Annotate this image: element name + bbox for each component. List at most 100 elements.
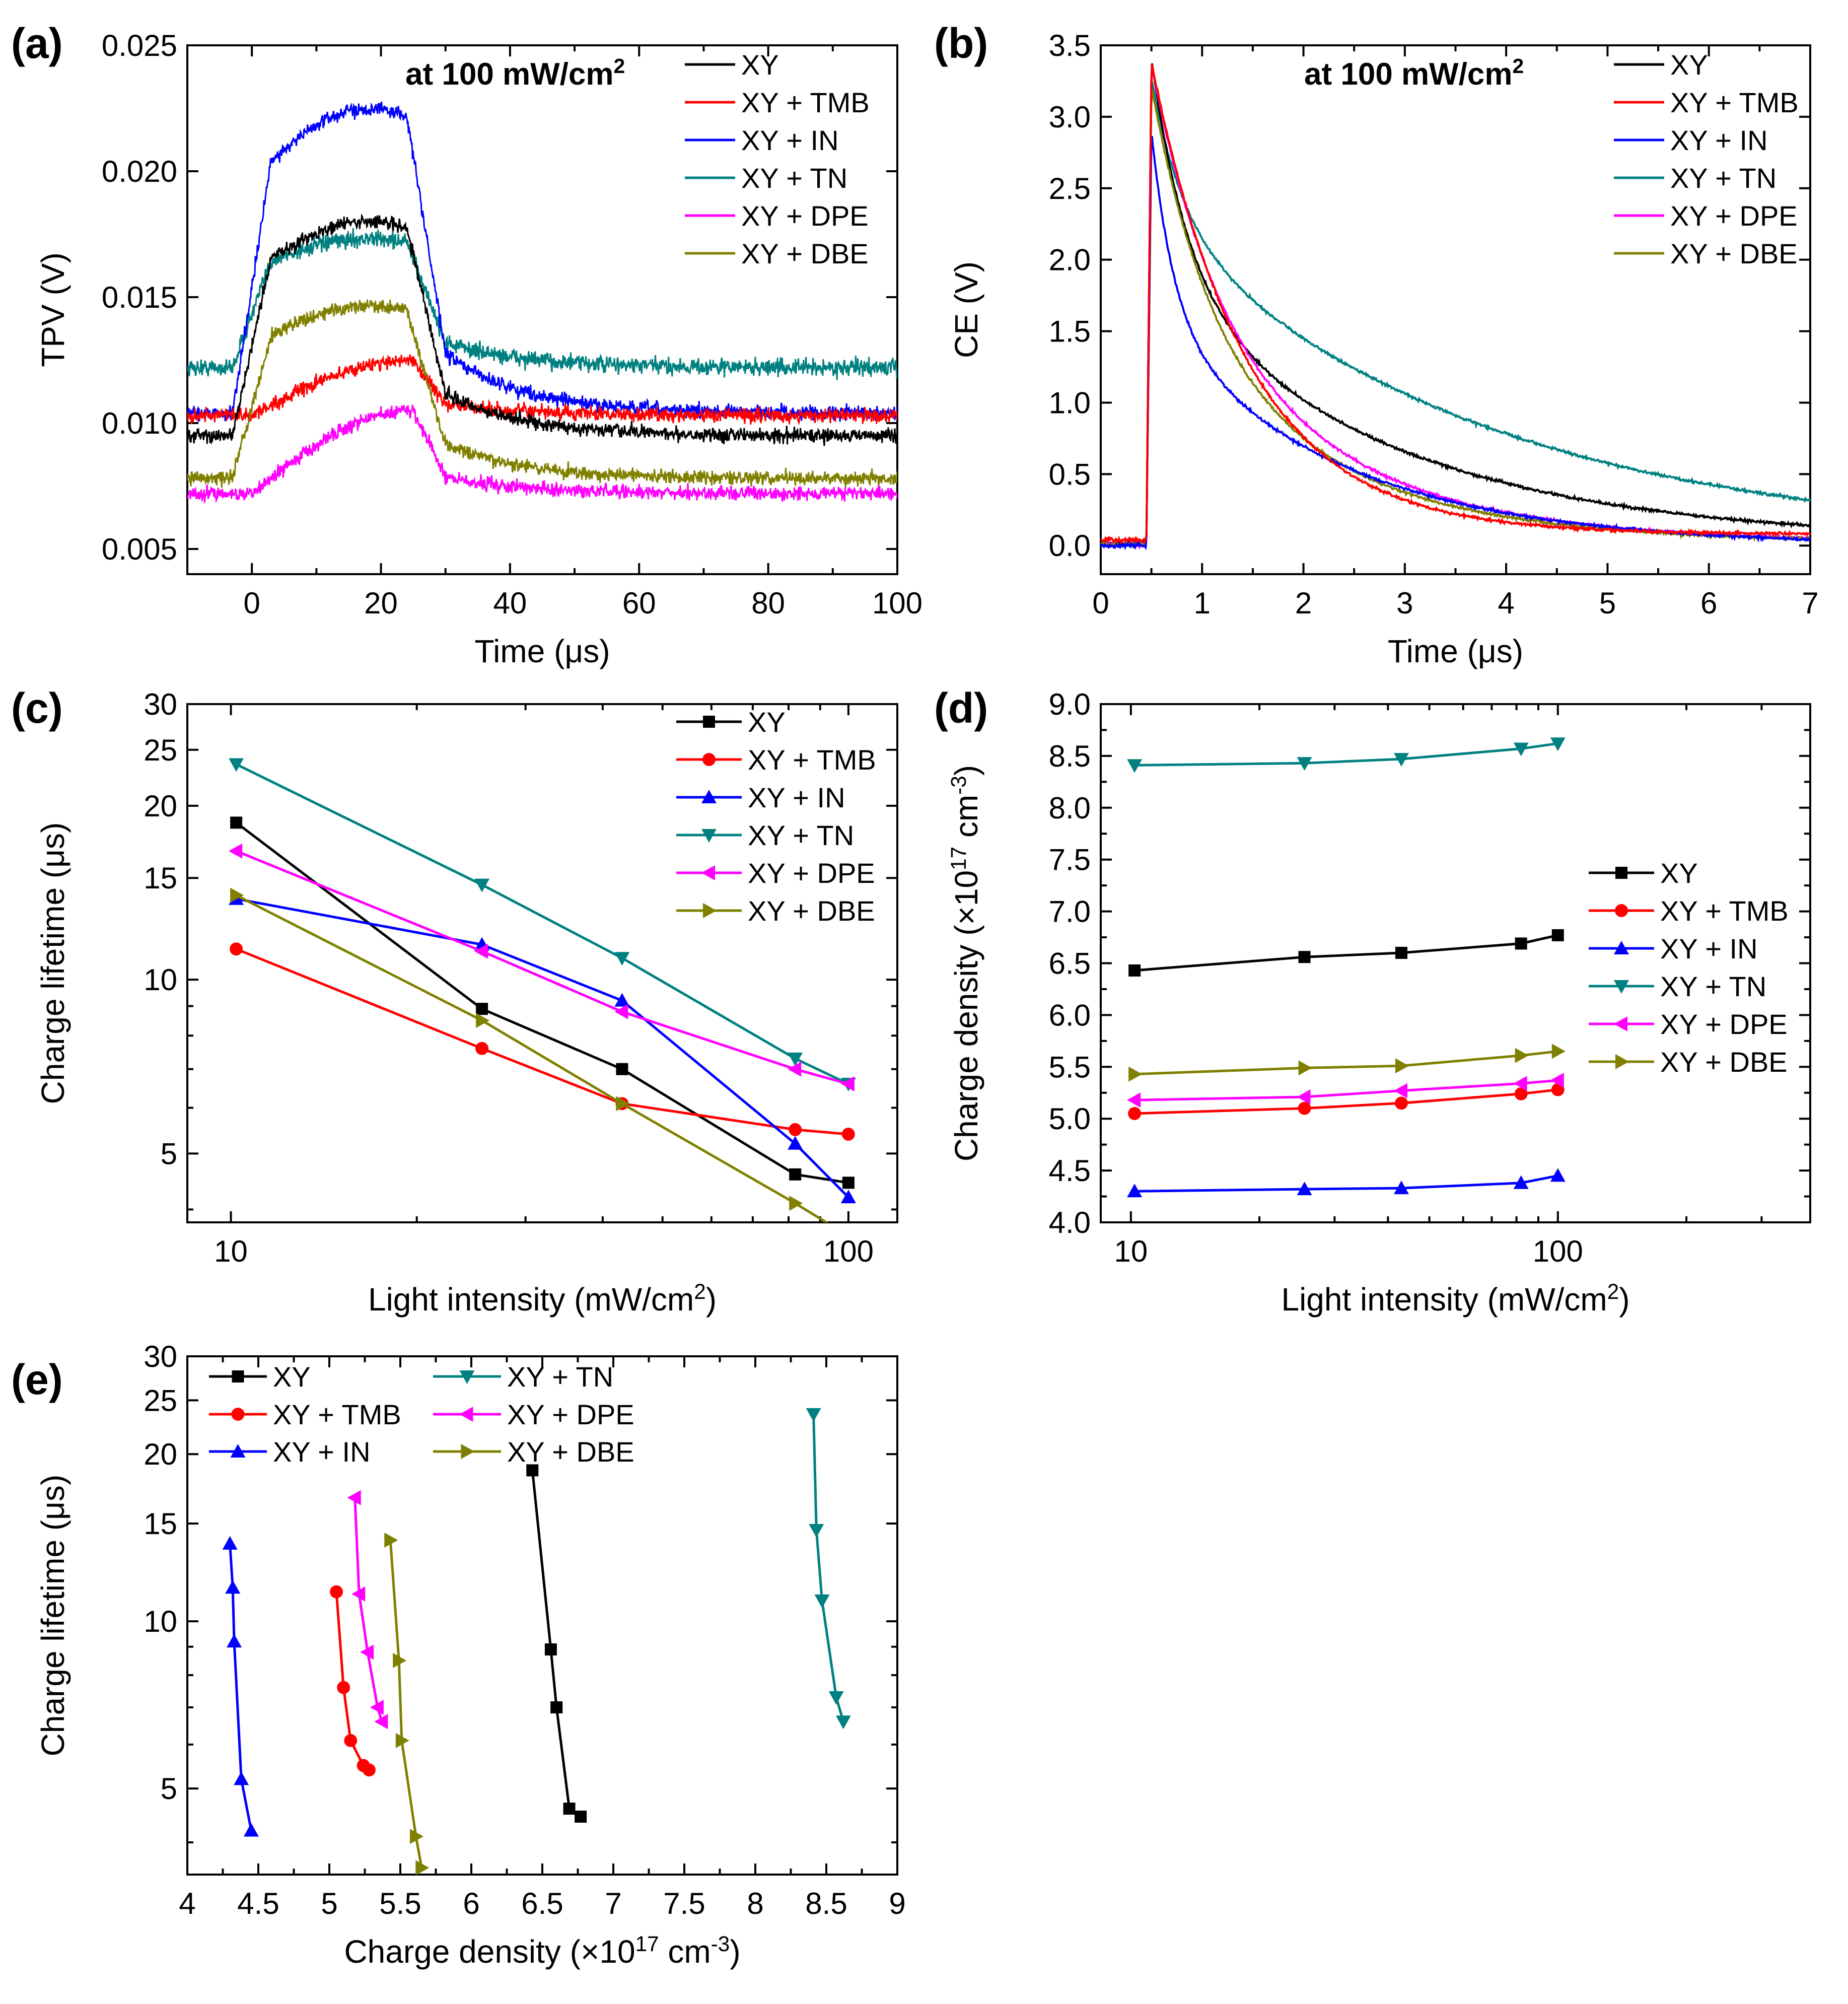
y-tick-label: 7.5 xyxy=(1049,843,1091,877)
y-axis-title: CE (V) xyxy=(948,261,984,358)
point-xy-dpe-3 xyxy=(1513,1076,1527,1091)
point-xy-dbe-3 xyxy=(789,1196,803,1211)
y-tick-label: 25 xyxy=(144,1384,177,1417)
panel-b: (b) 0 1 2 3 4 5 6 7 0.0 0.5 1.0 1.5 2.0 2.5 3.0 3.5 Time … xyxy=(934,20,1819,669)
plot-frame xyxy=(186,44,898,575)
series-xy-dpe xyxy=(1127,1073,1564,1108)
x-axis-title: Light intensity (mW/cm2) xyxy=(1281,1280,1629,1318)
legend: XY XY + TMB XY + IN XY + TN XY + DPE XY + DBE xyxy=(676,706,876,927)
x-tick-label: 9 xyxy=(889,1887,905,1920)
y-tick-label: 1.5 xyxy=(1049,315,1091,349)
point-xy-2 xyxy=(1395,946,1408,959)
point-xy-0 xyxy=(526,1464,539,1477)
legend-label-xy-tmb: XY + TMB xyxy=(273,1399,401,1430)
x-tick-label: 1 xyxy=(1194,586,1211,620)
series-xy-tmb xyxy=(1128,1083,1565,1120)
point-xy-tn-3 xyxy=(828,1691,844,1705)
series-line-xy-in xyxy=(236,897,849,1198)
x-tick-label: 8 xyxy=(747,1887,763,1920)
series-xy xyxy=(526,1464,587,1823)
series-line-xy-tn xyxy=(1134,742,1558,767)
series-xy-tn xyxy=(806,1408,851,1730)
y-tick-label: 0.005 xyxy=(102,532,177,566)
legend-label-xy: XY xyxy=(273,1361,311,1393)
legend-label-xy-tmb: XY + TMB xyxy=(741,87,870,118)
legend-marker-xy-dpe xyxy=(701,865,715,880)
legend: XY XY + TMB XY + IN XY + TN XY + DPE XY + DBE xyxy=(1589,857,1789,1078)
legend-marker-xy-tmb xyxy=(231,1408,245,1421)
point-xy-in-3 xyxy=(788,1136,803,1150)
legend: XY XY + TMB XY + IN XY + TN XY + DPE XY + DBE xyxy=(209,1361,634,1468)
point-xy-dbe-1 xyxy=(393,1653,407,1669)
legend-label-xy-in: XY + IN xyxy=(1660,933,1758,964)
point-xy-dpe-4 xyxy=(840,1076,855,1092)
panel-d: (d) 10 100 4.0 4.5 5.0 5.5 6.0 6.5 7.0 7.5 8.0 8.5 9.… xyxy=(934,684,1811,1318)
point-xy-dbe-2 xyxy=(616,1096,630,1112)
panel-c: (c) 10 100 5 10 15 20 25 30 Light intensity (mW/c… xyxy=(11,684,898,1318)
series-line-xy-in xyxy=(1134,1174,1558,1193)
y-tick-label: 15 xyxy=(144,1507,177,1541)
point-xy-dbe-2 xyxy=(1395,1058,1409,1074)
x-tick-label: 0 xyxy=(1092,586,1109,620)
series-xy xyxy=(187,213,897,446)
series-line-xy xyxy=(1134,934,1558,972)
point-xy-tn-4 xyxy=(1550,737,1566,751)
point-xy-tn-3 xyxy=(788,1052,803,1066)
point-xy-in-2 xyxy=(614,993,630,1007)
legend-marker-xy-dbe xyxy=(1615,1054,1629,1069)
legend-marker-xy-in xyxy=(1614,941,1629,954)
series-xy-tn xyxy=(1127,737,1566,773)
point-xy-dpe-2 xyxy=(360,1644,374,1660)
x-tick-label: 6 xyxy=(1700,586,1717,620)
legend-marker-xy xyxy=(703,716,715,728)
x-tick-label: 80 xyxy=(751,586,785,620)
point-xy-tn-2 xyxy=(814,1594,830,1608)
point-xy-dbe-1 xyxy=(476,1013,490,1028)
point-xy-dpe-2 xyxy=(614,1004,628,1019)
legend-marker-xy-tn xyxy=(459,1370,475,1384)
point-xy-dpe-1 xyxy=(474,943,488,959)
x-tick-label: 5 xyxy=(321,1887,337,1920)
series-xy-dbe xyxy=(384,1533,430,1875)
legend-marker-xy-dpe xyxy=(1614,1016,1627,1031)
point-xy-tmb-0 xyxy=(1128,1107,1142,1120)
y-tick-label: 15 xyxy=(144,861,177,895)
y-tick-label: 0.020 xyxy=(102,155,177,188)
plot-frame xyxy=(186,703,898,1223)
legend-label-xy-in: XY + IN xyxy=(273,1436,371,1468)
y-tick-label: 2.5 xyxy=(1049,172,1091,205)
series-xy-dpe xyxy=(187,404,897,504)
legend-label-xy-dpe: XY + DPE xyxy=(748,857,875,889)
point-xy-tmb-1 xyxy=(1298,1101,1311,1115)
legend-label-xy-dpe: XY + DPE xyxy=(741,200,869,232)
point-xy-tmb-3 xyxy=(1514,1087,1528,1100)
legend-marker-xy-tn xyxy=(701,829,717,843)
y-tick-label: 30 xyxy=(144,1340,177,1373)
point-xy-dpe-0 xyxy=(229,843,243,859)
x-tick-label: 8.5 xyxy=(805,1887,847,1920)
x-tick-label: 4 xyxy=(179,1887,195,1920)
annotation-intensity: at 100 mW/cm2 xyxy=(1304,54,1524,92)
point-xy-tmb-0 xyxy=(330,1585,343,1599)
series-xy-tn xyxy=(1100,81,1811,548)
x-tick-label: 0 xyxy=(243,586,260,620)
point-xy-dbe-0 xyxy=(384,1533,398,1548)
series-line-xy-tn xyxy=(812,1414,845,1722)
legend-marker-xy-dpe xyxy=(459,1407,473,1422)
x-tick-label: 3 xyxy=(1396,586,1413,620)
y-tick-label: 9.0 xyxy=(1049,687,1091,721)
legend-label-xy-tn: XY + TN xyxy=(1670,162,1776,194)
point-xy-dbe-0 xyxy=(230,887,244,903)
point-xy-in-1 xyxy=(225,1580,241,1594)
legend-label-xy-dbe: XY + DBE xyxy=(1670,238,1798,269)
series-line-xy-dpe xyxy=(353,1497,383,1722)
y-tick-label: 2.0 xyxy=(1049,243,1091,277)
point-xy-in-2 xyxy=(227,1634,242,1648)
point-xy-tn-4 xyxy=(835,1715,851,1730)
y-tick-label: 0.5 xyxy=(1049,457,1091,491)
series-xy-tmb xyxy=(187,354,897,426)
x-axis-title: Time (μs) xyxy=(1388,633,1523,669)
legend-label-xy-tn: XY + TN xyxy=(507,1361,613,1393)
y-tick-label: 20 xyxy=(144,789,177,823)
